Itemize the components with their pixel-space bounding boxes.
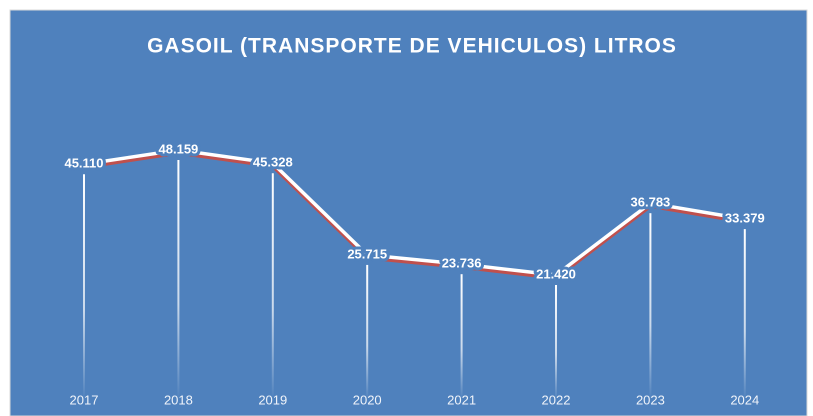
x-tick-label: 2020 [353, 392, 382, 407]
data-label: 36.783 [631, 195, 671, 210]
chart-title: GASOIL (TRANSPORTE DE VEHICULOS) LITROS [147, 35, 677, 58]
plot-background [9, 9, 808, 416]
x-tick-label: 2019 [258, 392, 287, 407]
data-label: 45.328 [253, 155, 293, 170]
x-tick-label: 2022 [542, 392, 571, 407]
x-tick-label: 2017 [70, 392, 99, 407]
data-label: 21.420 [536, 266, 576, 281]
drop-line [743, 229, 746, 400]
x-tick-label: 2024 [730, 392, 759, 407]
drop-line [271, 173, 274, 400]
data-label: 23.736 [442, 256, 482, 271]
x-tick-label: 2021 [447, 392, 476, 407]
drop-line [460, 274, 463, 400]
data-label: 45.110 [64, 156, 103, 171]
drop-line [177, 160, 180, 400]
x-tick-label: 2018 [164, 392, 193, 407]
data-label: 33.379 [725, 211, 765, 226]
drop-line [555, 285, 557, 400]
data-label: 48.159 [159, 141, 199, 156]
drop-line [366, 264, 369, 400]
drop-line [649, 213, 652, 400]
drop-line [83, 174, 85, 400]
line [83, 148, 746, 277]
x-tick-label: 2023 [636, 392, 665, 407]
data-label: 25.715 [347, 246, 387, 261]
line-shadow [83, 151, 746, 280]
